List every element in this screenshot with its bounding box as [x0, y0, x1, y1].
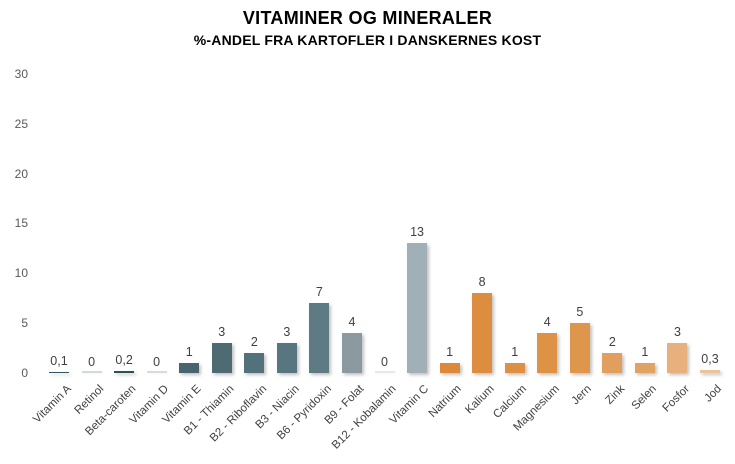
bar	[472, 293, 493, 373]
chart-subtitle: %-ANDEL FRA KARTOFLER I DANSKERNES KOST	[193, 32, 542, 48]
x-axis-category-label: Jod	[702, 383, 725, 405]
bar	[700, 370, 720, 373]
bar	[569, 323, 590, 373]
bar-value-label: 4	[348, 315, 356, 330]
x-axis-category-label: Fosfor	[660, 383, 692, 415]
bar	[146, 371, 167, 373]
bar	[602, 353, 623, 373]
x-axis-category-label: Jern	[569, 383, 595, 408]
bar-value-label: 0,3	[701, 352, 719, 366]
bar-value-label: 3	[673, 325, 681, 340]
y-axis-tick-label: 0	[21, 366, 28, 380]
chart-title: VITAMINER OG MINERALER	[242, 8, 493, 28]
bar	[537, 333, 558, 373]
bar-value-label: 0,1	[50, 353, 68, 368]
bar	[309, 303, 330, 373]
bar	[211, 343, 232, 373]
bar	[341, 333, 362, 373]
x-axis-category-label: Vitamin A	[30, 383, 74, 426]
bar	[49, 371, 69, 373]
bar-value-label: 7	[315, 285, 323, 300]
bar	[374, 371, 395, 373]
y-axis-tick-label: 10	[14, 266, 28, 281]
bar	[504, 363, 525, 373]
bar-value-label: 0	[381, 355, 388, 369]
bar-value-label: 1	[185, 345, 193, 360]
bar	[634, 363, 655, 373]
x-axis-category-label: Natrium	[427, 383, 465, 420]
bar-value-label: 1	[641, 345, 649, 360]
y-axis-tick-label: 25	[14, 116, 28, 131]
bar	[407, 243, 428, 373]
bar-value-label: 8	[478, 275, 486, 290]
bar-value-label: 3	[218, 325, 226, 340]
bar	[276, 343, 297, 373]
bar	[244, 353, 265, 373]
y-axis-tick-label: 15	[14, 216, 28, 231]
bar	[439, 363, 460, 373]
bar-value-label: 0,2	[115, 353, 133, 367]
bar	[179, 363, 200, 373]
bar-value-label: 13	[410, 225, 424, 240]
y-axis-tick-label: 20	[14, 166, 28, 181]
bar-value-label: 2	[250, 335, 258, 350]
bar-value-label: 1	[511, 345, 519, 360]
bar-value-label: 1	[446, 345, 454, 360]
bar-value-label: 0	[153, 355, 161, 369]
x-axis-category-label: Zink	[602, 383, 627, 407]
bar-value-label: 0	[88, 355, 96, 369]
y-axis-tick-label: 5	[21, 316, 28, 331]
bar	[114, 371, 135, 373]
bar	[667, 343, 688, 373]
x-axis-category-label: Selen	[630, 383, 660, 413]
bar-value-label: 2	[608, 335, 616, 350]
bar-value-label: 3	[283, 325, 291, 340]
bar	[81, 371, 102, 373]
bar-value-label: 5	[576, 305, 584, 320]
bar-value-label: 4	[543, 315, 551, 330]
y-axis-tick-label: 30	[14, 66, 28, 81]
